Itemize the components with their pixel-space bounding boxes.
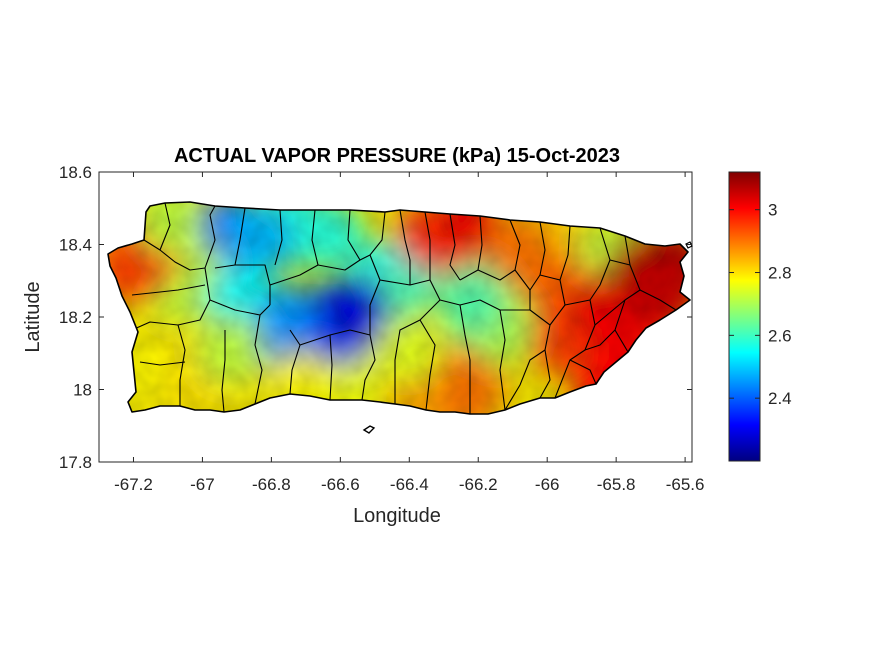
x-tick-label: -66 <box>535 475 560 494</box>
municipal-boundary <box>539 324 551 399</box>
municipal-boundary <box>289 329 301 395</box>
municipal-boundary <box>564 227 611 306</box>
municipal-boundaries <box>131 202 677 414</box>
y-tick-label: 18.4 <box>59 236 92 255</box>
municipal-boundary <box>569 359 597 385</box>
municipal-boundary <box>584 299 626 351</box>
field-texture <box>108 202 690 414</box>
municipal-boundary <box>131 284 206 296</box>
y-tick-label: 18 <box>73 381 92 400</box>
municipal-boundary <box>439 299 501 311</box>
municipal-boundary <box>159 202 171 251</box>
municipal-boundary <box>419 319 436 411</box>
municipal-boundary <box>361 334 376 401</box>
y-axis-label: Latitude <box>22 281 44 352</box>
x-tick-label: -66.6 <box>321 475 360 494</box>
municipal-boundary <box>504 349 546 411</box>
x-axis-ticks: -67.2 -67 -66.8 -66.6 -66.4 -66.2 -66 -65.8 -65.… <box>114 172 704 494</box>
municipal-boundary <box>369 254 381 335</box>
municipal-boundary <box>299 329 371 346</box>
municipal-boundary <box>214 207 246 269</box>
municipal-boundary <box>139 361 186 366</box>
colorbar-tick-label: 2.4 <box>768 389 792 408</box>
municipal-boundary <box>614 329 629 353</box>
municipal-boundary <box>177 324 186 406</box>
chart-title: ACTUAL VAPOR PRESSURE (kPa) 15-Oct-2023 <box>174 145 620 167</box>
x-tick-label: -65.6 <box>666 475 705 494</box>
colorbar <box>728 171 761 462</box>
municipal-boundary <box>449 213 461 281</box>
municipal-boundary <box>359 211 386 261</box>
municipal-boundary <box>143 239 206 271</box>
municipal-boundary <box>529 221 546 291</box>
municipal-boundary <box>274 209 283 266</box>
y-tick-label: 18.2 <box>59 308 92 327</box>
municipal-boundary <box>235 264 271 305</box>
municipal-boundary <box>254 314 263 405</box>
municipal-boundary <box>131 267 211 331</box>
municipal-boundary <box>459 304 471 414</box>
colorbar-tick-label: 2.8 <box>768 264 792 283</box>
x-axis-label: Longitude <box>353 505 441 527</box>
x-tick-label: -67 <box>190 475 215 494</box>
municipal-boundary <box>329 334 333 401</box>
y-tick-label: 17.8 <box>59 453 92 472</box>
y-axis-ticks: 17.8 18 18.2 18.4 18.6 <box>59 163 692 472</box>
colorbar-ticks: 2.4 2.6 2.8 3 <box>729 201 792 408</box>
x-tick-label: -67.2 <box>114 475 153 494</box>
municipal-boundary <box>639 289 677 311</box>
y-tick-label: 18.6 <box>59 163 92 182</box>
colorbar-tick-label: 3 <box>768 201 777 220</box>
vapor-pressure-field <box>108 202 690 414</box>
municipal-boundary <box>424 211 431 280</box>
municipal-boundary <box>379 279 441 301</box>
x-tick-label: -66.4 <box>390 475 429 494</box>
x-tick-label: -65.8 <box>597 475 636 494</box>
colorbar-tick-label: 2.6 <box>768 326 792 345</box>
x-tick-label: -66.8 <box>252 475 291 494</box>
municipal-boundary <box>399 209 411 285</box>
municipal-boundary <box>204 205 216 269</box>
island-outline <box>107 201 691 415</box>
municipal-boundary <box>624 235 631 266</box>
municipal-boundary <box>209 299 271 316</box>
municipal-boundary <box>394 299 441 404</box>
caja-de-muertos-islet <box>362 425 376 434</box>
municipal-boundary <box>529 279 566 326</box>
municipal-boundary <box>539 225 571 281</box>
municipal-boundary <box>499 309 506 411</box>
municipal-boundary <box>459 215 483 281</box>
municipal-boundary <box>221 330 226 413</box>
x-tick-label: -66.2 <box>459 475 498 494</box>
municipal-boundary <box>500 269 531 311</box>
